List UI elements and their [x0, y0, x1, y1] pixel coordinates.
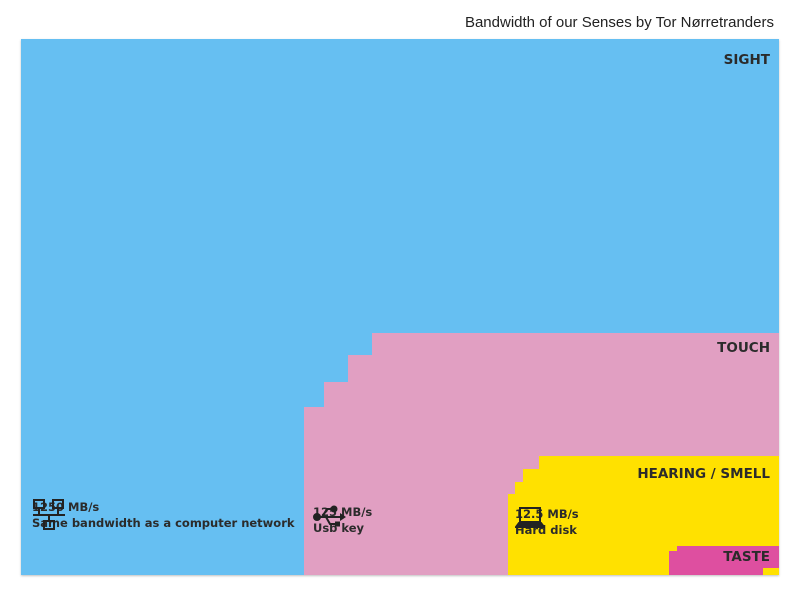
- label-taste: TASTE: [723, 549, 770, 565]
- laptop-icon: [515, 507, 545, 528]
- annotation-description: Usb key: [313, 521, 365, 535]
- usb-icon: [313, 505, 346, 527]
- bandwidth-chart: SIGHT TOUCH HEARING / SMELL TASTE: [21, 39, 779, 575]
- annotation-usb: 125 MB/s Usb key: [313, 504, 372, 536]
- annotation-value: 12.5 MB/s: [515, 507, 579, 521]
- annotation-hard-disk: 12.5 MB/s Hard disk: [515, 506, 579, 538]
- label-sight: SIGHT: [724, 52, 771, 68]
- chart-area: SIGHT TOUCH HEARING / SMELL TASTE 1250 M…: [21, 39, 779, 575]
- label-touch: TOUCH: [717, 340, 770, 356]
- region-taste: [669, 546, 779, 575]
- region-hearing-smell: [508, 456, 779, 575]
- annotation-description: Same bandwidth as a computer network: [32, 516, 295, 530]
- label-hearing-smell: HEARING / SMELL: [637, 466, 770, 482]
- chart-title: Bandwidth of our Senses by Tor Nørretran…: [464, 14, 774, 31]
- network-icon: [33, 499, 65, 530]
- annotation-network: 1250 MB/s Same bandwidth as a computer n…: [32, 499, 295, 531]
- annotation-value: 1250 MB/s: [32, 500, 100, 514]
